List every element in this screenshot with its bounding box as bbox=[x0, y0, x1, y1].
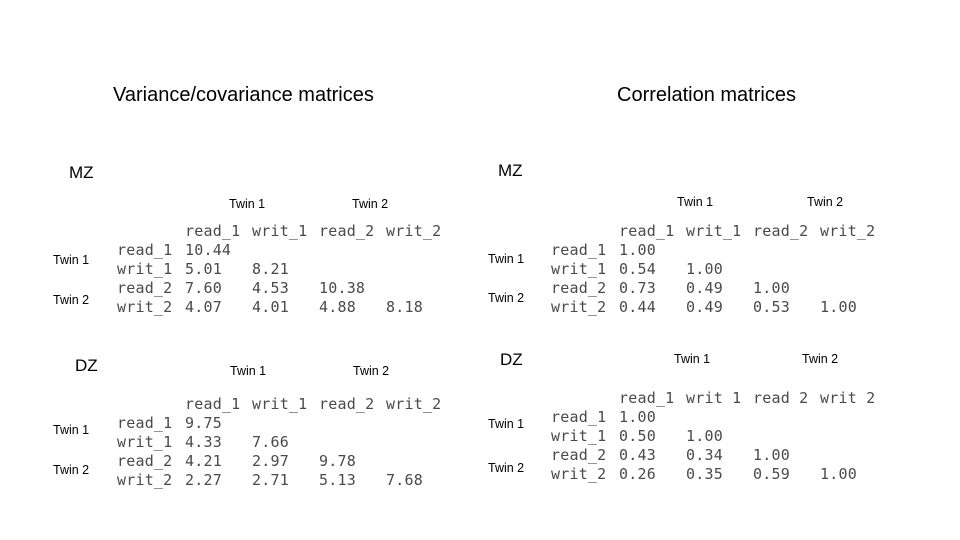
mz-cov-row-twin2: Twin 2 bbox=[53, 293, 90, 307]
matrix-row-header: writ_1 bbox=[117, 433, 173, 451]
matrix-column-header: read_2 bbox=[319, 222, 375, 240]
dz-cov-row-twin2: Twin 2 bbox=[53, 463, 90, 477]
matrix-cell: 4.21 bbox=[185, 452, 222, 470]
matrix-cell: 0.53 bbox=[753, 298, 790, 316]
matrix-column-header: writ 2 bbox=[820, 389, 876, 407]
matrix-cell: 7.68 bbox=[386, 471, 423, 489]
matrix-column-header: read_1 bbox=[619, 389, 675, 407]
dz-covariance-group-label: DZ bbox=[75, 356, 98, 375]
matrix-cell: 1.00 bbox=[686, 427, 723, 445]
matrix-row-header: read_1 bbox=[551, 408, 607, 426]
matrix-cell: 4.88 bbox=[319, 298, 356, 316]
matrix-row-header: read_2 bbox=[551, 446, 607, 464]
matrix-cell: 1.00 bbox=[820, 465, 857, 483]
matrix-cell: 8.21 bbox=[252, 260, 289, 278]
matrix-cell: 5.01 bbox=[185, 260, 222, 278]
dz-cov-col-twin2: Twin 2 bbox=[353, 364, 390, 378]
dz-cor-row-twin2: Twin 2 bbox=[488, 461, 525, 475]
matrix-cell: 4.07 bbox=[185, 298, 222, 316]
matrix-cell: 0.49 bbox=[686, 298, 723, 316]
matrix-cell: 1.00 bbox=[753, 279, 790, 297]
matrix-cell: 10.44 bbox=[185, 241, 232, 259]
matrix-cell: 4.53 bbox=[252, 279, 289, 297]
matrix-cell: 1.00 bbox=[619, 408, 656, 426]
matrix-cell: 4.01 bbox=[252, 298, 289, 316]
covariance-heading: Variance/covariance matrices bbox=[113, 84, 374, 106]
matrix-cell: 1.00 bbox=[686, 260, 723, 278]
matrix-row-header: writ_1 bbox=[551, 427, 607, 445]
matrix-row-header: writ_1 bbox=[551, 260, 607, 278]
matrix-column-header: writ 1 bbox=[686, 389, 742, 407]
matrix-column-header: writ_2 bbox=[386, 395, 442, 413]
dz-cov-col-twin1: Twin 1 bbox=[230, 364, 267, 378]
matrix-cell: 7.60 bbox=[185, 279, 222, 297]
matrix-column-header: writ_1 bbox=[686, 222, 742, 240]
matrix-cell: 5.13 bbox=[319, 471, 356, 489]
dz-cor-row-twin1: Twin 1 bbox=[488, 417, 525, 431]
matrix-row-header: writ_2 bbox=[117, 298, 173, 316]
matrix-cell: 8.18 bbox=[386, 298, 423, 316]
dz-correlation-group-label: DZ bbox=[500, 350, 523, 369]
matrix-row-header: read_2 bbox=[117, 279, 173, 297]
matrix-cell: 10.38 bbox=[319, 279, 366, 297]
matrix-cell: 0.73 bbox=[619, 279, 656, 297]
matrix-row-header: writ_2 bbox=[117, 471, 173, 489]
matrix-cell: 2.27 bbox=[185, 471, 222, 489]
mz-cov-col-twin2: Twin 2 bbox=[352, 197, 389, 211]
matrix-cell: 1.00 bbox=[753, 446, 790, 464]
mz-cor-row-twin2: Twin 2 bbox=[488, 291, 525, 305]
mz-cor-row-twin1: Twin 1 bbox=[488, 252, 525, 266]
matrix-row-header: read_1 bbox=[117, 241, 173, 259]
matrix-row-header: writ_2 bbox=[551, 298, 607, 316]
matrix-column-header: writ_2 bbox=[820, 222, 876, 240]
matrix-column-header: writ_1 bbox=[252, 395, 308, 413]
matrix-column-header: read_2 bbox=[753, 222, 809, 240]
matrix-row-header: read_2 bbox=[117, 452, 173, 470]
matrix-cell: 1.00 bbox=[619, 241, 656, 259]
matrix-column-header: read_1 bbox=[185, 222, 241, 240]
matrix-cell: 7.66 bbox=[252, 433, 289, 451]
matrix-cell: 0.44 bbox=[619, 298, 656, 316]
matrix-cell: 0.35 bbox=[686, 465, 723, 483]
matrix-cell: 2.97 bbox=[252, 452, 289, 470]
matrix-row-header: writ_1 bbox=[117, 260, 173, 278]
matrix-cell: 0.49 bbox=[686, 279, 723, 297]
matrix-cell: 0.59 bbox=[753, 465, 790, 483]
matrix-cell: 0.26 bbox=[619, 465, 656, 483]
matrix-cell: 0.50 bbox=[619, 427, 656, 445]
mz-cor-col-twin1: Twin 1 bbox=[677, 195, 714, 209]
mz-cov-row-twin1: Twin 1 bbox=[53, 253, 90, 267]
matrix-cell: 0.43 bbox=[619, 446, 656, 464]
dz-cor-col-twin1: Twin 1 bbox=[674, 352, 711, 366]
matrix-column-header: read_1 bbox=[185, 395, 241, 413]
matrix-cell: 9.75 bbox=[185, 414, 222, 432]
dz-cov-row-twin1: Twin 1 bbox=[53, 423, 90, 437]
correlation-heading: Correlation matrices bbox=[617, 84, 796, 106]
matrix-row-header: read_1 bbox=[551, 241, 607, 259]
mz-cor-col-twin2: Twin 2 bbox=[807, 195, 844, 209]
matrix-cell: 0.54 bbox=[619, 260, 656, 278]
matrix-cell: 2.71 bbox=[252, 471, 289, 489]
mz-correlation-group-label: MZ bbox=[498, 161, 523, 180]
matrix-row-header: read_1 bbox=[117, 414, 173, 432]
mz-cov-col-twin1: Twin 1 bbox=[229, 197, 266, 211]
matrix-cell: 0.34 bbox=[686, 446, 723, 464]
matrix-cell: 4.33 bbox=[185, 433, 222, 451]
matrix-column-header: writ_1 bbox=[252, 222, 308, 240]
matrix-column-header: read_1 bbox=[619, 222, 675, 240]
matrix-column-header: writ_2 bbox=[386, 222, 442, 240]
matrix-row-header: writ_2 bbox=[551, 465, 607, 483]
matrix-column-header: read_2 bbox=[319, 395, 375, 413]
matrix-column-header: read 2 bbox=[753, 389, 809, 407]
matrix-cell: 9.78 bbox=[319, 452, 356, 470]
matrix-row-header: read_2 bbox=[551, 279, 607, 297]
matrix-cell: 1.00 bbox=[820, 298, 857, 316]
dz-cor-col-twin2: Twin 2 bbox=[802, 352, 839, 366]
mz-covariance-group-label: MZ bbox=[69, 163, 94, 182]
